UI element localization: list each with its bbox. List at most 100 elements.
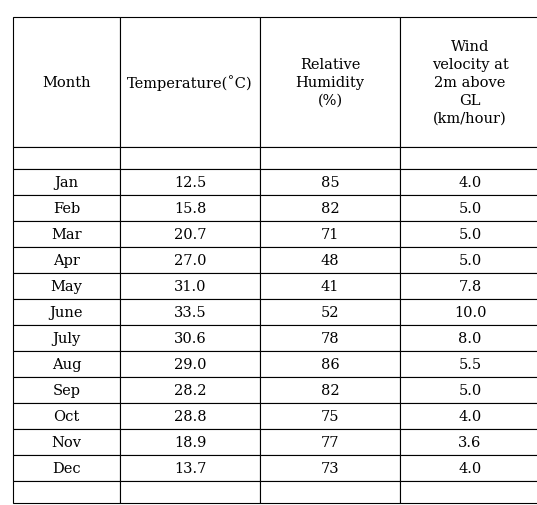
Bar [260, 299, 400, 325]
Text: 3.6: 3.6 [458, 435, 482, 449]
Text: 4.0: 4.0 [459, 461, 482, 475]
Bar [13, 222, 120, 247]
Bar [400, 299, 537, 325]
Text: 5.5: 5.5 [459, 358, 482, 371]
Bar [260, 403, 400, 429]
Text: 82: 82 [321, 201, 339, 216]
Bar [120, 147, 260, 170]
Bar [400, 274, 537, 299]
Text: 48: 48 [321, 254, 339, 268]
Text: 4.0: 4.0 [459, 409, 482, 423]
Bar [13, 247, 120, 274]
Text: 4.0: 4.0 [459, 176, 482, 189]
Bar [13, 170, 120, 195]
Text: 52: 52 [321, 306, 339, 319]
Bar [260, 377, 400, 403]
Bar [260, 18, 400, 147]
Bar [260, 325, 400, 351]
Text: Temperature(˚C): Temperature(˚C) [127, 75, 253, 91]
Text: 41: 41 [321, 279, 339, 293]
Text: 12.5: 12.5 [174, 176, 206, 189]
Bar [260, 481, 400, 503]
Text: 30.6: 30.6 [173, 331, 206, 345]
Bar [120, 170, 260, 195]
Bar [120, 222, 260, 247]
Text: May: May [50, 279, 83, 293]
Bar [13, 147, 120, 170]
Bar [400, 325, 537, 351]
Text: 71: 71 [321, 228, 339, 241]
Bar [13, 377, 120, 403]
Bar [400, 170, 537, 195]
Bar [260, 351, 400, 377]
Text: Sep: Sep [53, 383, 81, 397]
Text: June: June [50, 306, 83, 319]
Bar [400, 222, 537, 247]
Text: 7.8: 7.8 [459, 279, 482, 293]
Text: Feb: Feb [53, 201, 80, 216]
Bar [120, 455, 260, 481]
Text: 5.0: 5.0 [459, 228, 482, 241]
Text: Dec: Dec [52, 461, 81, 475]
Text: 5.0: 5.0 [459, 383, 482, 397]
Bar [13, 351, 120, 377]
Text: 33.5: 33.5 [173, 306, 206, 319]
Bar [260, 147, 400, 170]
Bar [260, 455, 400, 481]
Bar [13, 455, 120, 481]
Text: 5.0: 5.0 [459, 201, 482, 216]
Bar [120, 403, 260, 429]
Text: Mar: Mar [51, 228, 82, 241]
Bar [120, 351, 260, 377]
Text: 86: 86 [321, 358, 339, 371]
Bar [400, 377, 537, 403]
Bar [260, 170, 400, 195]
Bar [120, 299, 260, 325]
Bar [120, 195, 260, 222]
Text: 31.0: 31.0 [174, 279, 206, 293]
Text: Nov: Nov [52, 435, 82, 449]
Text: Month: Month [42, 76, 91, 90]
Text: 29.0: 29.0 [174, 358, 206, 371]
Text: Relative
Humidity
(%): Relative Humidity (%) [295, 58, 365, 108]
Bar [120, 247, 260, 274]
Text: 85: 85 [321, 176, 339, 189]
Text: Oct: Oct [53, 409, 79, 423]
Bar [260, 429, 400, 455]
Text: 8.0: 8.0 [458, 331, 482, 345]
Text: 5.0: 5.0 [459, 254, 482, 268]
Bar [120, 429, 260, 455]
Text: 82: 82 [321, 383, 339, 397]
Text: 75: 75 [321, 409, 339, 423]
Text: July: July [53, 331, 81, 345]
Bar [400, 195, 537, 222]
Text: Wind
velocity at
2m above
GL
(km/hour): Wind velocity at 2m above GL (km/hour) [432, 40, 509, 125]
Bar [400, 429, 537, 455]
Bar [13, 18, 120, 147]
Bar [260, 247, 400, 274]
Bar [260, 274, 400, 299]
Bar [400, 351, 537, 377]
Bar [13, 325, 120, 351]
Bar [120, 325, 260, 351]
Text: 27.0: 27.0 [174, 254, 206, 268]
Bar [13, 299, 120, 325]
Text: Aug: Aug [52, 358, 81, 371]
Bar [260, 195, 400, 222]
Bar [260, 222, 400, 247]
Text: 73: 73 [321, 461, 339, 475]
Bar [400, 481, 537, 503]
Text: 28.8: 28.8 [173, 409, 206, 423]
Bar [120, 274, 260, 299]
Bar [400, 455, 537, 481]
Bar [13, 195, 120, 222]
Bar [400, 403, 537, 429]
Bar [120, 18, 260, 147]
Text: 20.7: 20.7 [174, 228, 206, 241]
Bar [120, 481, 260, 503]
Text: 15.8: 15.8 [174, 201, 206, 216]
Bar [400, 247, 537, 274]
Text: 28.2: 28.2 [174, 383, 206, 397]
Bar [13, 481, 120, 503]
Bar [13, 429, 120, 455]
